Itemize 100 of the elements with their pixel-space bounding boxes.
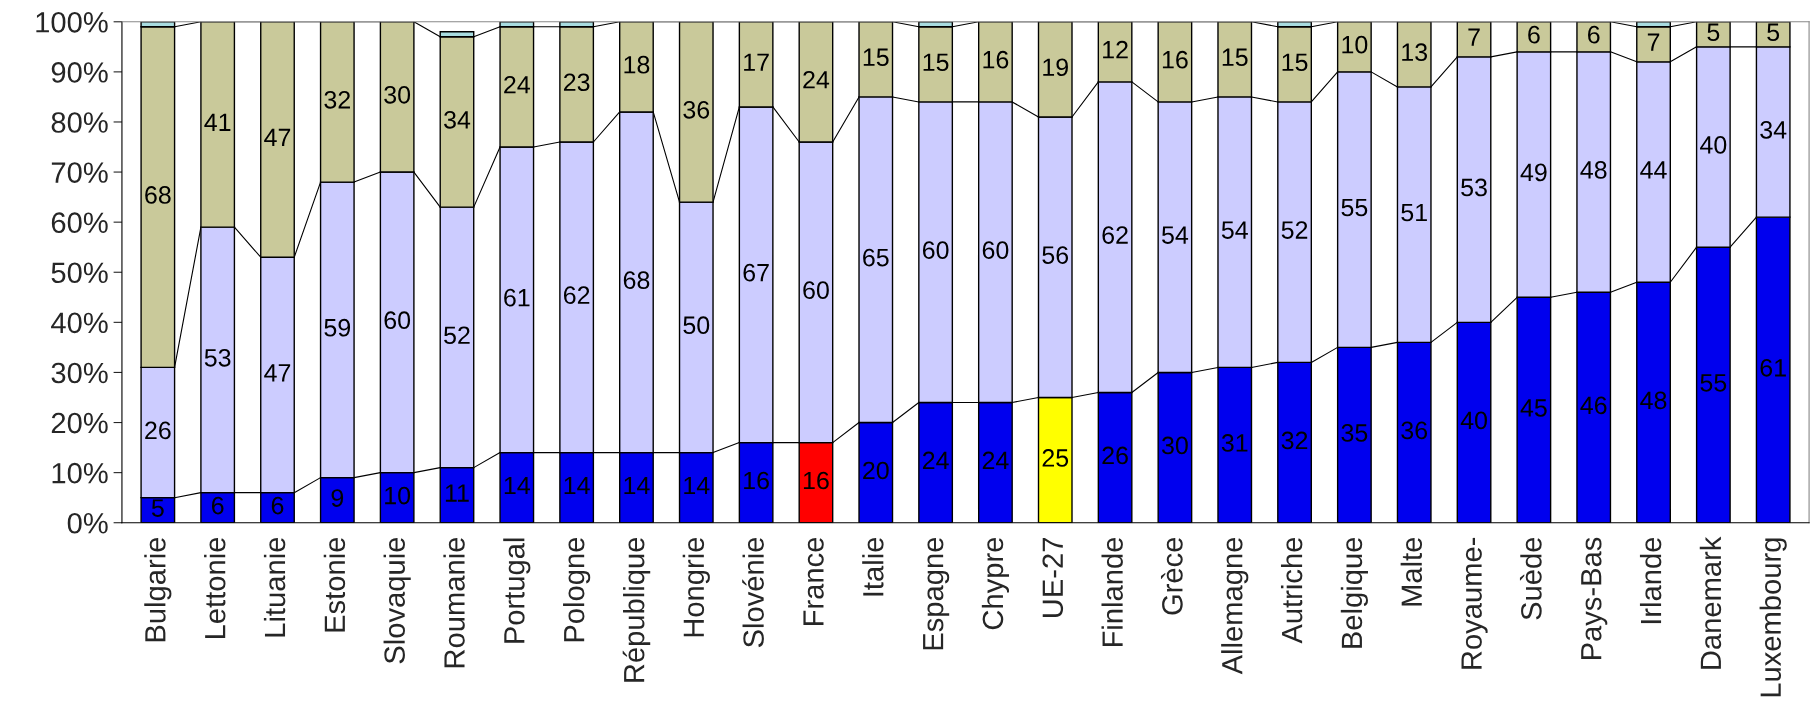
y-tick-label: 10%	[52, 462, 108, 484]
data-label: 46	[1580, 396, 1607, 415]
data-label: 53	[1461, 178, 1487, 197]
data-label: 13	[1402, 43, 1428, 62]
data-label: 16	[803, 471, 829, 490]
data-label: 14	[504, 476, 530, 495]
data-label: 40	[1460, 411, 1487, 430]
data-label: 24	[982, 451, 1009, 470]
x-tick-label: Slovénie	[742, 537, 764, 648]
x-tick-label: Autriche	[1280, 537, 1303, 644]
data-label: 48	[1580, 161, 1607, 179]
y-tick-label: 60%	[51, 212, 108, 234]
data-label: 16	[1162, 50, 1188, 69]
data-label: 5	[151, 499, 164, 517]
data-label: 10	[1342, 35, 1368, 54]
data-label: 6	[1588, 25, 1600, 44]
data-label: 30	[1161, 436, 1188, 455]
data-label: 48	[1640, 391, 1667, 410]
data-label: 50	[683, 316, 710, 335]
data-label: 60	[982, 241, 1009, 259]
data-label: 23	[563, 73, 590, 92]
y-tick-label: 90%	[51, 62, 108, 83]
x-tick-label: Allemagne	[1221, 537, 1249, 675]
data-label: 26	[145, 421, 171, 440]
data-label: 36	[1401, 421, 1428, 440]
x-tick-label: Luxembourg	[1759, 538, 1787, 697]
data-label: 14	[564, 476, 590, 495]
x-tick-label: Royaume-	[1461, 537, 1488, 669]
data-label: 17	[744, 53, 769, 71]
data-label: 60	[384, 311, 411, 330]
data-label: 36	[683, 100, 710, 119]
data-label: 5	[1707, 23, 1720, 42]
y-tick-label: 20%	[51, 412, 108, 434]
data-label: 56	[1042, 246, 1069, 264]
data-label: 45	[1520, 399, 1547, 417]
data-label: 49	[1520, 163, 1547, 182]
x-tick-label: Danemark	[1699, 536, 1722, 669]
y-tick-label: 100%	[36, 11, 108, 33]
data-label: 14	[684, 476, 710, 495]
data-label: 60	[803, 281, 829, 299]
x-tick-label: Pologne	[563, 537, 591, 642]
data-label: 20	[863, 461, 889, 480]
data-label: 32	[324, 90, 350, 109]
data-label: 41	[204, 113, 231, 131]
y-tick-label: 0%	[67, 512, 108, 534]
data-label: 32	[1281, 431, 1308, 450]
data-label: 34	[1760, 120, 1787, 139]
x-tick-label: Grèce	[1160, 537, 1183, 615]
data-label: 6	[1528, 25, 1540, 44]
data-label: 15	[923, 53, 949, 72]
x-tick-label: République	[622, 537, 651, 682]
data-label: 68	[145, 186, 171, 204]
x-tick-label: Bulgarie	[144, 537, 172, 642]
x-tick-label: Slovaquie	[383, 537, 411, 664]
y-tick-label: 50%	[51, 262, 108, 284]
data-label: 52	[1281, 221, 1308, 239]
data-label: 18	[624, 55, 650, 74]
x-tick-label: Portugal	[503, 538, 531, 643]
data-label: 47	[264, 364, 291, 382]
data-label: 31	[1221, 434, 1248, 452]
y-tick-label: 30%	[51, 362, 108, 384]
x-tick-label: Lettonie	[204, 537, 226, 638]
data-label: 62	[564, 286, 590, 305]
data-label: 9	[331, 489, 344, 507]
data-label: 54	[1162, 226, 1189, 244]
data-label: 55	[1341, 198, 1368, 217]
data-label: 24	[922, 451, 949, 470]
data-label: 6	[271, 496, 284, 515]
data-label: 47	[264, 128, 291, 146]
x-tick-label: Irlande	[1639, 537, 1662, 624]
data-label: 5	[1767, 23, 1780, 42]
data-label: 16	[744, 471, 769, 490]
data-label: 16	[983, 50, 1009, 69]
data-label: 40	[1700, 136, 1727, 154]
x-tick-label: Malte	[1400, 537, 1423, 606]
data-label: 6	[211, 496, 224, 515]
data-label: 44	[1640, 161, 1667, 179]
data-label: 7	[1647, 33, 1660, 51]
data-label: 68	[623, 271, 650, 289]
x-tick-label: Estonie	[323, 537, 346, 632]
data-label: 15	[863, 48, 889, 67]
data-label: 61	[504, 288, 530, 307]
data-label: 19	[1043, 58, 1068, 77]
data-label: 34	[444, 110, 471, 129]
data-label: 60	[922, 241, 949, 259]
x-tick-label: Italie	[862, 537, 884, 596]
y-tick-label: 80%	[51, 112, 108, 133]
x-tick-label: UE-27	[1042, 538, 1064, 618]
data-label: 35	[1341, 424, 1368, 442]
data-label: 11	[445, 484, 469, 502]
x-tick-label: Lituanie	[263, 537, 286, 637]
data-label: 54	[1221, 221, 1248, 239]
data-label: 15	[1282, 53, 1308, 72]
data-label: 12	[1103, 40, 1128, 59]
x-tick-label: Suède	[1519, 537, 1542, 620]
y-tick-label: 70%	[51, 162, 108, 183]
data-label: 65	[863, 248, 889, 267]
data-label: 52	[444, 326, 470, 345]
data-label: 51	[1401, 203, 1427, 222]
data-label: 53	[204, 348, 231, 367]
